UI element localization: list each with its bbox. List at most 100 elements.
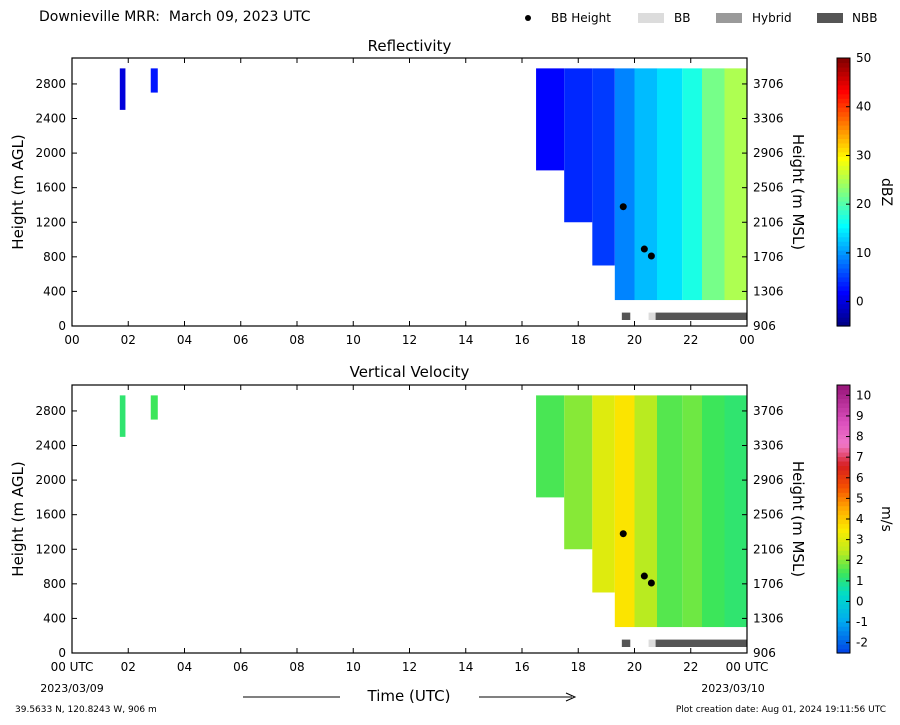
colorbar-cell [837, 84, 850, 90]
colorbar-cell [837, 80, 850, 86]
arrow-right-head-icon [565, 692, 577, 702]
colorbar-cell [837, 290, 850, 296]
legend-nbb: NBB [817, 11, 877, 25]
colorbar-cell [837, 232, 850, 238]
y2-tick-label: 906 [753, 319, 776, 333]
colorbar-cell [837, 492, 850, 498]
bb-class-bar [655, 639, 747, 647]
colorbar-cell [837, 541, 850, 547]
heatmap-segment [119, 68, 126, 110]
x-tick-label: 02 [121, 660, 136, 674]
colorbar-cell [837, 272, 850, 278]
x-tick-label: 04 [177, 333, 192, 347]
colorbar-cell [837, 294, 850, 300]
colorbar-cell [837, 510, 850, 516]
x-tick-label: 06 [233, 660, 248, 674]
colorbar-tick-label: -2 [856, 636, 868, 650]
chart-title: Reflectivity [368, 37, 452, 55]
colorbar-cell [837, 71, 850, 77]
colorbar-cell [837, 648, 850, 654]
x-tick-label: 20 [627, 660, 642, 674]
colorbar-cell [837, 452, 850, 458]
colorbar-cell [837, 501, 850, 507]
y2-tick-label: 2106 [753, 215, 784, 229]
colorbar-cell [837, 626, 850, 632]
colorbar-cell [837, 554, 850, 560]
x-tick-label: 00 UTC [51, 660, 94, 674]
legend-bb-height: BB Height [525, 11, 611, 25]
heatmap-segment [634, 395, 657, 628]
legend-nbb-label: NBB [852, 11, 878, 25]
x-tick-label: 18 [571, 660, 586, 674]
y-tick-label: 800 [43, 577, 66, 591]
colorbar-cell [837, 205, 850, 211]
colorbar-cell [837, 416, 850, 422]
page-title: Downieville MRR: March 09, 2023 UTC [39, 9, 311, 25]
colorbar-cell [837, 644, 850, 650]
colorbar-tick-label: 0 [856, 295, 864, 309]
colorbar-label: dBZ [878, 178, 894, 206]
bb-class-bar [621, 639, 631, 647]
bb-swatch-icon [638, 13, 664, 23]
colorbar-cell [837, 429, 850, 435]
legend-bb-label: BB [674, 11, 691, 25]
colorbar-cell [837, 308, 850, 314]
colorbar-cell [837, 281, 850, 287]
bb-height-point [647, 579, 655, 587]
start-date-label: 2023/03/09 [40, 682, 103, 695]
heatmap-segment [150, 395, 158, 420]
colorbar-cell [837, 254, 850, 260]
x-tick-label: 22 [683, 660, 698, 674]
colorbar-cell [837, 66, 850, 72]
y2-tick-label: 2506 [753, 508, 784, 522]
colorbar-cell [837, 93, 850, 99]
colorbar-cell [837, 263, 850, 269]
x-tick-label: 12 [402, 660, 417, 674]
colorbar-cell [837, 478, 850, 484]
colorbar-tick-label: 10 [856, 388, 871, 402]
colorbar-cell [837, 425, 850, 431]
x-tick-label: 20 [627, 333, 642, 347]
colorbar-cell [837, 572, 850, 578]
x-tick-label: 02 [121, 333, 136, 347]
colorbar-cell [837, 196, 850, 202]
colorbar-cell [837, 594, 850, 600]
colorbar-tick-label: 9 [856, 409, 864, 423]
colorbar-cell [837, 183, 850, 189]
colorbar-cell [837, 639, 850, 645]
colorbar-cell [837, 505, 850, 511]
colorbar-cell [837, 165, 850, 171]
colorbar-cell [837, 209, 850, 215]
colorbar-cell [837, 214, 850, 220]
colorbar-tick-label: 50 [856, 51, 871, 65]
heatmap-segment [592, 395, 615, 593]
legend-bb: BB [638, 11, 690, 25]
nbb-swatch-icon [817, 13, 843, 23]
y2-axis-label: Height (m MSL) [789, 461, 807, 577]
y-tick-label: 800 [43, 250, 66, 264]
colorbar-cell [837, 434, 850, 440]
x-tick-label: 06 [233, 333, 248, 347]
heatmap-segment [614, 68, 635, 301]
y-tick-label: 2800 [35, 77, 66, 91]
x-tick-label: 10 [346, 660, 361, 674]
y2-tick-label: 2106 [753, 542, 784, 556]
bb-class-bar [621, 312, 631, 320]
y-tick-label: 2000 [35, 473, 66, 487]
heatmap-segment [724, 68, 747, 301]
colorbar-cell [837, 635, 850, 641]
heatmap-segment [634, 68, 657, 301]
colorbar-cell [837, 487, 850, 493]
bb-class-bar [655, 312, 747, 320]
colorbar-tick-label: 40 [856, 100, 871, 114]
colorbar-tick-label: 30 [856, 148, 871, 162]
colorbar-tick-label: 2 [856, 553, 864, 567]
y-axis-label: Height (m AGL) [9, 461, 27, 576]
colorbar-cell [837, 102, 850, 108]
bb-class-bar [648, 312, 656, 320]
colorbar-cell [837, 474, 850, 480]
colorbar-cell [837, 223, 850, 229]
heatmap-segment [592, 68, 615, 266]
legend-hybrid-label: Hybrid [752, 11, 792, 25]
x-tick-label: 10 [346, 333, 361, 347]
